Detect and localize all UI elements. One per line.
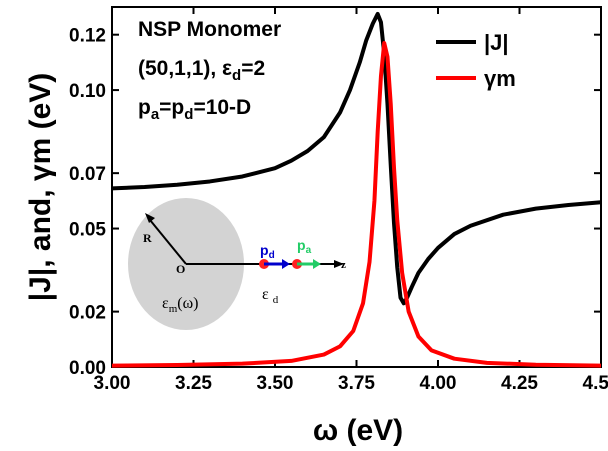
axis-ticks (111, 7, 602, 368)
y-tick-labels: 0.00 0.02 0.05 0.07 0.10 0.12 (69, 26, 106, 379)
inset-pd-label: pd (260, 242, 275, 261)
x-tick-label-6: 4.50 (583, 373, 608, 394)
y-tick-label-1: 0.02 (69, 303, 106, 324)
series-line-0 (111, 11, 602, 306)
inset-z-label: z (341, 259, 346, 271)
series-line-1 (111, 41, 602, 368)
donor-dipole-arrowhead (282, 259, 290, 269)
annotation-title: NSP Monomer (138, 18, 281, 41)
y-tick-label-5: 0.12 (69, 26, 106, 47)
radius-line (149, 219, 187, 265)
radius-arrowhead (145, 213, 155, 223)
legend: |J| γm (436, 30, 516, 91)
acceptor-dipole-arrowhead (313, 259, 321, 269)
x-tick-label-3: 3.75 (338, 373, 375, 394)
y-tick-label-2: 0.05 (69, 220, 106, 241)
inset-pa-label: pa (297, 237, 312, 256)
legend-label-J: |J| (484, 30, 509, 55)
annotation-params: (50,1,1), εd=2 (138, 57, 265, 84)
z-axis-arrowhead (334, 260, 344, 268)
x-axis-label: ω (eV) (313, 414, 403, 447)
inset-eps-m-label: εm(ω) (162, 295, 198, 315)
y-tick-label-4: 0.10 (69, 81, 106, 102)
inset-O-label: O (176, 262, 185, 276)
inset-R-label: R (143, 231, 152, 245)
y-tick-label-3: 0.07 (69, 164, 106, 185)
x-tick-label-1: 3.25 (175, 373, 212, 394)
x-tick-label-5: 4.25 (501, 373, 538, 394)
x-tick-label-2: 3.50 (257, 373, 294, 394)
legend-label-gamma: γm (484, 66, 516, 91)
annotation-dipoles: pa=pd=10-D (138, 96, 251, 123)
y-tick-label-0: 0.00 (69, 358, 106, 379)
y-axis-label: |J|, and, γm (eV) (24, 73, 57, 302)
series-layer (111, 11, 602, 368)
x-tick-labels: 3.00 3.25 3.50 3.75 4.00 4.25 4.50 (94, 373, 608, 394)
x-tick-label-4: 4.00 (420, 373, 457, 394)
x-tick-label-0: 3.00 (94, 373, 131, 394)
